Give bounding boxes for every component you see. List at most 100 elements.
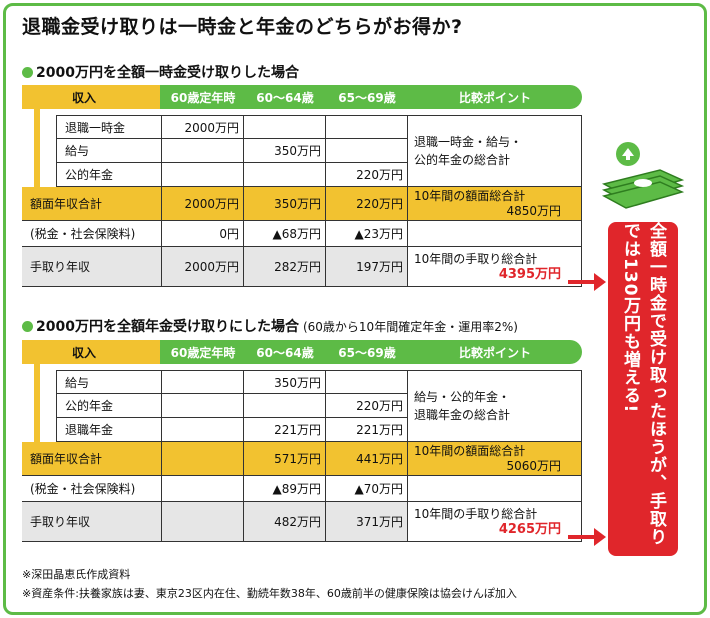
cell (244, 163, 326, 187)
cell (244, 394, 326, 418)
gross-65-69: 441万円 (326, 442, 408, 476)
section2-note: (60歳から10年間確定年金・運用率2%) (302, 319, 518, 334)
arrow-right-icon (594, 528, 606, 546)
arrow-right-icon (594, 273, 606, 291)
net-65-69: 197万円 (326, 247, 408, 287)
tax-60 (162, 476, 244, 502)
tax-60-64: ▲68万円 (244, 221, 326, 247)
gross-point: 10年間の額面総合計 4850万円 (408, 187, 582, 221)
row-label: 公的年金 (56, 163, 162, 187)
net-60: 2000万円 (162, 247, 244, 287)
gross-point-label: 10年間の額面総合計 (414, 443, 526, 458)
gross-point-value: 5060万円 (506, 458, 561, 473)
row-label: 給与 (56, 139, 162, 163)
point-text: 給与・公的年金・ (414, 390, 511, 404)
section1-title-text: 2000万円を全額一時金受け取りした場合 (36, 65, 299, 81)
bullet-icon (22, 320, 33, 332)
bullet-icon (22, 66, 33, 78)
cell (326, 115, 408, 139)
cell (162, 163, 244, 187)
header-col-65-69: 65〜69歳 (338, 90, 396, 105)
point-total: 退職一時金・給与・ 公的年金の総合計 (408, 115, 582, 187)
header-col-point: 比較ポイント (458, 90, 531, 105)
gross-65-69: 220万円 (326, 187, 408, 221)
tax-60: 0円 (162, 221, 244, 247)
cell (326, 139, 408, 163)
header-income: 収入 (22, 85, 160, 109)
header-col-point: 比較ポイント (458, 345, 531, 360)
section2-title-text: 2000万円を全額年金受け取りにした場合 (36, 319, 299, 335)
cell (162, 418, 244, 442)
gross-label: 額面年収合計 (22, 187, 162, 221)
header-bar (160, 340, 582, 364)
tax-label: (税金・社会保険料) (22, 221, 162, 247)
bracket (34, 109, 52, 195)
net-point: 10年間の手取り総合計 4265万円 (408, 502, 582, 542)
gross-60 (162, 442, 244, 476)
cell: 350万円 (244, 139, 326, 163)
money-stack-icon (601, 142, 685, 209)
header-col-60-64: 60〜64歳 (256, 345, 314, 360)
row-label: 公的年金 (56, 394, 162, 418)
tax-65-69: ▲70万円 (326, 476, 408, 502)
cell: 220万円 (326, 394, 408, 418)
section1-title: 2000万円を全額一時金受け取りした場合 (22, 62, 299, 82)
header-col-65-69: 65〜69歳 (338, 345, 396, 360)
row-label: 給与 (56, 370, 162, 394)
conclusion-callout: 全額一時金で受け取ったほうが、手取りでは130万円も増える! (608, 222, 678, 556)
point-text: 退職一時金・給与・ (414, 135, 523, 149)
cell: 2000万円 (162, 115, 244, 139)
tax-label: (税金・社会保険料) (22, 476, 162, 502)
header-col-60-64: 60〜64歳 (256, 90, 314, 105)
gross-point: 10年間の額面総合計 5060万円 (408, 442, 582, 476)
arrow-line-bottom (568, 535, 596, 539)
tax-point (408, 221, 582, 247)
gross-label: 額面年収合計 (22, 442, 162, 476)
tax-point (408, 476, 582, 502)
header-bar (160, 85, 582, 109)
net-point-label: 10年間の手取り総合計 (414, 506, 538, 521)
header-col-60: 60歳定年時 (170, 90, 236, 105)
tax-60-64: ▲89万円 (244, 476, 326, 502)
row-label: 退職年金 (56, 418, 162, 442)
point-text: 退職年金の総合計 (414, 408, 511, 422)
gross-60-64: 571万円 (244, 442, 326, 476)
net-label: 手取り年収 (22, 247, 162, 287)
cell: 350万円 (244, 370, 326, 394)
net-label: 手取り年収 (22, 502, 162, 542)
net-60-64: 282万円 (244, 247, 326, 287)
header-income: 収入 (22, 340, 160, 364)
net-point-value: 4395万円 (498, 266, 561, 282)
gross-point-label: 10年間の額面総合計 (414, 188, 526, 203)
cell (162, 139, 244, 163)
table-annuity: 収入 60歳定年時 60〜64歳 65〜69歳 比較ポイント 給与 350万円 … (22, 340, 582, 550)
row-label: 退職一時金 (56, 115, 162, 139)
net-60-64: 482万円 (244, 502, 326, 542)
gross-point-value: 4850万円 (506, 203, 561, 218)
tax-65-69: ▲23万円 (326, 221, 408, 247)
table-lump-sum: 収入 60歳定年時 60〜64歳 65〜69歳 比較ポイント 退職一時金 200… (22, 85, 582, 295)
cell: 220万円 (326, 163, 408, 187)
net-point-label: 10年間の手取り総合計 (414, 251, 538, 266)
cell: 221万円 (244, 418, 326, 442)
point-total: 給与・公的年金・ 退職年金の総合計 (408, 370, 582, 442)
net-60 (162, 502, 244, 542)
cell (244, 115, 326, 139)
bracket (34, 364, 52, 450)
point-text: 公的年金の総合計 (414, 153, 511, 167)
page-title: 退職金受け取りは一時金と年金のどちらがお得か? (22, 16, 463, 38)
net-point-value: 4265万円 (498, 521, 561, 537)
cell: 221万円 (326, 418, 408, 442)
net-65-69: 371万円 (326, 502, 408, 542)
section2-title: 2000万円を全額年金受け取りにした場合 (60歳から10年間確定年金・運用率2… (22, 316, 518, 336)
header-col-60: 60歳定年時 (170, 345, 236, 360)
cell (162, 370, 244, 394)
net-point: 10年間の手取り総合計 4395万円 (408, 247, 582, 287)
cell (162, 394, 244, 418)
gross-60: 2000万円 (162, 187, 244, 221)
cell (326, 370, 408, 394)
footnote-source: ※深田晶恵氏作成資料 (22, 568, 131, 581)
footnote-conditions: ※資産条件:扶養家族は妻、東京23区内在住、勤続年数38年、60歳前半の健康保険… (22, 587, 517, 600)
arrow-line-top (568, 280, 596, 284)
gross-60-64: 350万円 (244, 187, 326, 221)
